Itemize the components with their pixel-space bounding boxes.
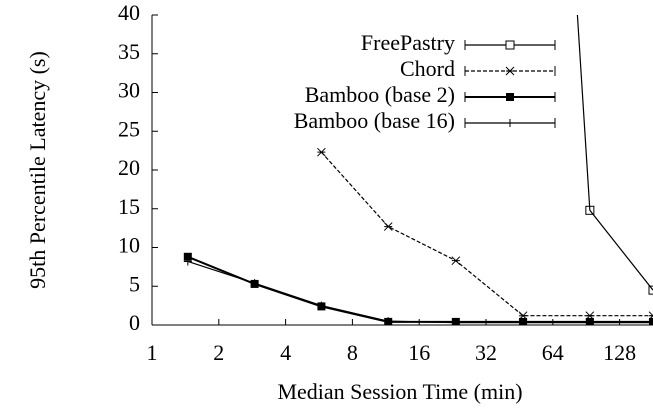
marker [183,257,192,266]
y-tick-label: 15 [118,194,140,219]
y-tick-label: 30 [118,78,140,103]
y-tick-label: 35 [118,39,140,64]
y-tick-label: 25 [118,116,140,141]
series-line [320,151,653,317]
plot-area [183,15,653,325]
marker [505,40,515,50]
x-tick-label: 4 [280,340,291,365]
series-line [187,260,653,324]
x-tick-label: 8 [347,340,358,365]
y-tick-label: 0 [129,310,140,335]
x-tick-label: 1 [147,340,158,365]
y-tick-label: 5 [129,271,140,296]
y-tick-label: 20 [118,155,140,180]
series-line [187,255,653,323]
legend-label: Bamboo (base 2) [305,82,455,107]
legend-label: Bamboo (base 16) [294,108,455,133]
marker [506,119,514,127]
x-tick-label: 32 [475,340,497,365]
y-axis-label: 95th Percentile Latency (s) [25,51,50,289]
legend-label: Chord [400,56,455,81]
marker [505,66,515,76]
x-tick-label: 16 [408,340,430,365]
y-tick-label: 10 [118,233,140,258]
y-tick-label: 40 [118,0,140,25]
x-tick-label: 2 [213,340,224,365]
marker [506,93,514,101]
x-axis-label: Median Session Time (min) [277,379,522,404]
marker [183,252,192,261]
x-tick-label: 64 [542,340,564,365]
legend-label: FreePastry [361,30,455,55]
series-line [576,15,653,291]
marker [648,285,653,295]
x-tick-label: 128 [603,340,636,365]
